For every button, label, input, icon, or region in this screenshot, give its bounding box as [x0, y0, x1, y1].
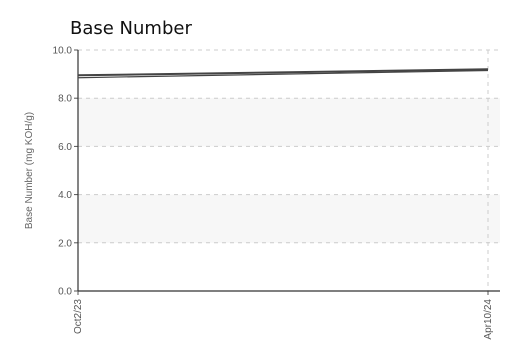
y-tick-label: 2.0	[58, 238, 72, 249]
grid-band	[78, 194, 500, 243]
y-tick-label: 4.0	[58, 190, 72, 201]
y-axis-label: Base Number (mg KOH/g)	[24, 112, 35, 229]
series-line	[77, 68, 489, 77]
y-tick-label: 6.0	[58, 142, 72, 153]
x-tick-label: Apr10/24	[483, 299, 494, 340]
series-line	[77, 69, 489, 79]
chart-title: Base Number	[70, 18, 192, 39]
y-tick-label: 8.0	[58, 94, 72, 105]
grid-band	[78, 98, 500, 147]
x-tick-label: Oct2/23	[73, 299, 84, 334]
y-tick-label: 0.0	[58, 287, 72, 298]
y-tick-label: 10.0	[53, 46, 73, 57]
